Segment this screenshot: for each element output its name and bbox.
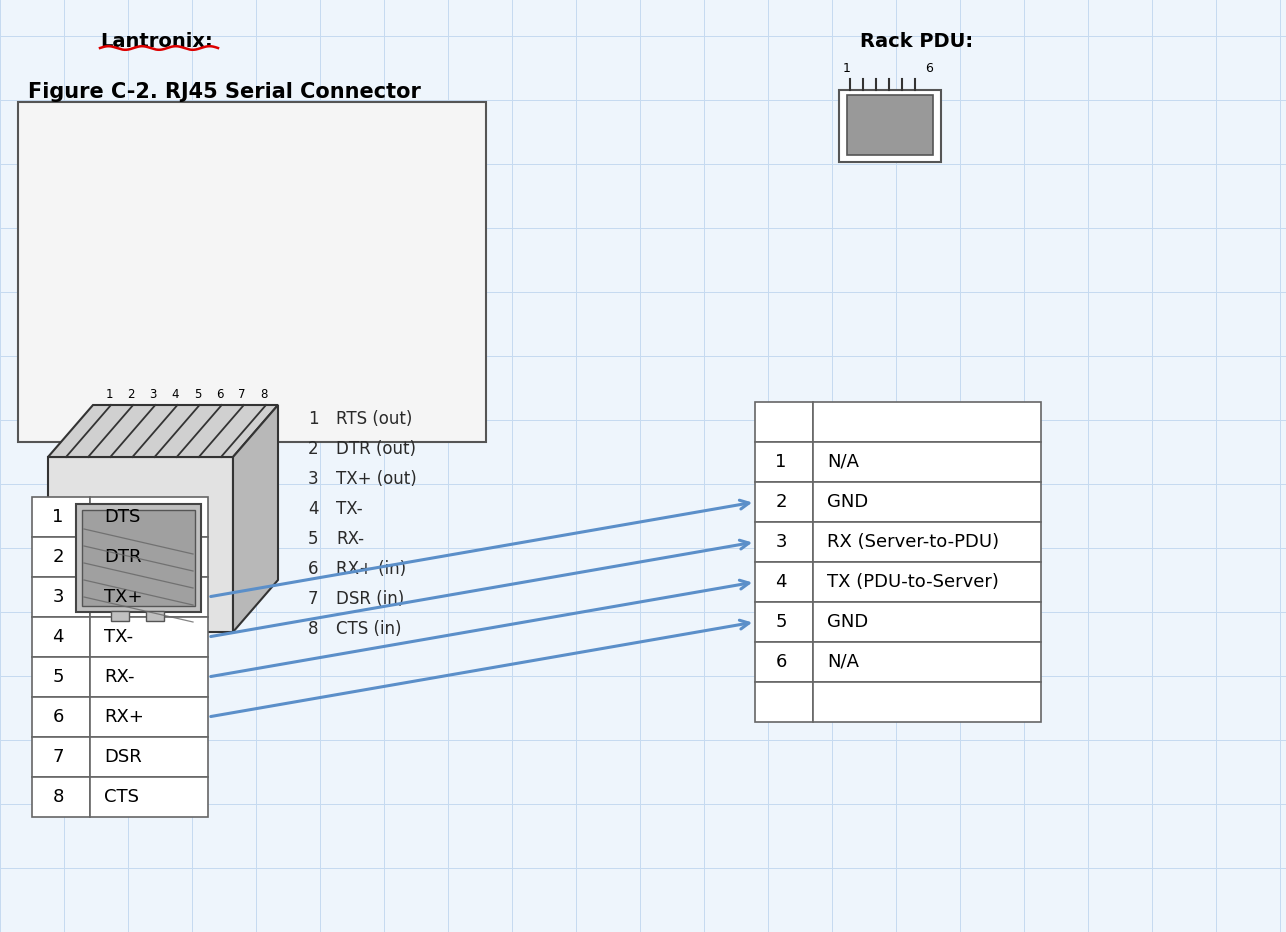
Text: RX (Server-to-PDU): RX (Server-to-PDU)	[827, 533, 999, 551]
Bar	[755, 522, 813, 562]
Text: GND: GND	[827, 613, 868, 631]
Text: TX+: TX+	[104, 588, 143, 606]
Bar	[838, 90, 941, 162]
Text: RTS (out): RTS (out)	[336, 410, 413, 428]
Text: 3: 3	[309, 470, 319, 488]
Bar	[82, 510, 195, 606]
Bar	[90, 577, 208, 617]
Bar	[813, 522, 1040, 562]
Text: 6: 6	[309, 560, 319, 578]
Text: 5: 5	[194, 388, 201, 401]
Text: TX+ (out): TX+ (out)	[336, 470, 417, 488]
Text: DSR (in): DSR (in)	[336, 590, 404, 608]
Text: 2: 2	[53, 548, 64, 566]
Text: 8: 8	[53, 788, 64, 806]
Text: 5: 5	[53, 668, 64, 686]
Text: 1: 1	[105, 388, 113, 401]
Bar	[48, 457, 233, 632]
Bar	[755, 682, 813, 722]
Bar	[90, 497, 208, 537]
Bar	[32, 617, 90, 657]
Text: 8: 8	[309, 620, 319, 638]
Bar	[32, 657, 90, 697]
Text: 4: 4	[171, 388, 179, 401]
Text: 4: 4	[775, 573, 787, 591]
Text: 2: 2	[309, 440, 319, 458]
Bar	[32, 777, 90, 817]
Bar	[813, 402, 1040, 442]
Text: Lantronix:: Lantronix:	[100, 32, 212, 51]
Bar	[813, 602, 1040, 642]
Bar	[755, 562, 813, 602]
Bar	[90, 617, 208, 657]
Bar	[147, 611, 165, 621]
Text: 7: 7	[238, 388, 246, 401]
Bar	[755, 482, 813, 522]
Text: RX+: RX+	[104, 708, 144, 726]
Text: 7: 7	[53, 748, 64, 766]
Text: 1: 1	[775, 453, 787, 471]
Text: CTS (in): CTS (in)	[336, 620, 401, 638]
Text: DSR: DSR	[104, 748, 141, 766]
Text: 3: 3	[775, 533, 787, 551]
Bar	[847, 95, 934, 155]
Text: DTR: DTR	[104, 548, 141, 566]
Text: 8: 8	[260, 388, 267, 401]
Bar	[18, 102, 486, 442]
Bar	[32, 537, 90, 577]
Bar	[32, 497, 90, 537]
Text: TX-: TX-	[104, 628, 134, 646]
Text: 4: 4	[53, 628, 64, 646]
Text: DTR (out): DTR (out)	[336, 440, 415, 458]
Bar	[755, 442, 813, 482]
Text: N/A: N/A	[827, 453, 859, 471]
Text: 3: 3	[53, 588, 64, 606]
Bar	[90, 537, 208, 577]
Bar	[32, 577, 90, 617]
Text: 1: 1	[844, 62, 851, 75]
Text: 6: 6	[775, 653, 787, 671]
Text: 5: 5	[309, 530, 319, 548]
Polygon shape	[48, 405, 278, 457]
Text: TX (PDU-to-Server): TX (PDU-to-Server)	[827, 573, 999, 591]
Bar	[755, 602, 813, 642]
Text: RX-: RX-	[336, 530, 364, 548]
Text: 4: 4	[309, 500, 319, 518]
Bar	[32, 737, 90, 777]
Text: 2: 2	[127, 388, 135, 401]
Text: 3: 3	[149, 388, 157, 401]
Bar	[755, 642, 813, 682]
Bar	[813, 642, 1040, 682]
Text: 2: 2	[775, 493, 787, 511]
Text: CTS: CTS	[104, 788, 139, 806]
Text: 6: 6	[216, 388, 224, 401]
Bar	[813, 682, 1040, 722]
Bar	[76, 504, 201, 612]
Bar	[813, 442, 1040, 482]
Text: RX-: RX-	[104, 668, 135, 686]
Bar	[813, 562, 1040, 602]
Text: TX-: TX-	[336, 500, 363, 518]
Text: RX+ (in): RX+ (in)	[336, 560, 406, 578]
Bar	[111, 611, 129, 621]
Text: 1: 1	[309, 410, 319, 428]
Bar	[813, 482, 1040, 522]
Polygon shape	[233, 405, 278, 632]
Bar	[90, 697, 208, 737]
Text: GND: GND	[827, 493, 868, 511]
Bar	[755, 402, 813, 442]
Text: 7: 7	[309, 590, 319, 608]
Text: DTS: DTS	[104, 508, 140, 526]
Bar	[32, 697, 90, 737]
Text: 1: 1	[53, 508, 64, 526]
Text: Figure C-2. RJ45 Serial Connector: Figure C-2. RJ45 Serial Connector	[28, 82, 421, 102]
Text: 5: 5	[775, 613, 787, 631]
Text: 6: 6	[925, 62, 932, 75]
Text: Rack PDU:: Rack PDU:	[860, 32, 974, 51]
Bar	[90, 737, 208, 777]
Bar	[90, 657, 208, 697]
Bar	[90, 777, 208, 817]
Text: N/A: N/A	[827, 653, 859, 671]
Text: 6: 6	[53, 708, 64, 726]
